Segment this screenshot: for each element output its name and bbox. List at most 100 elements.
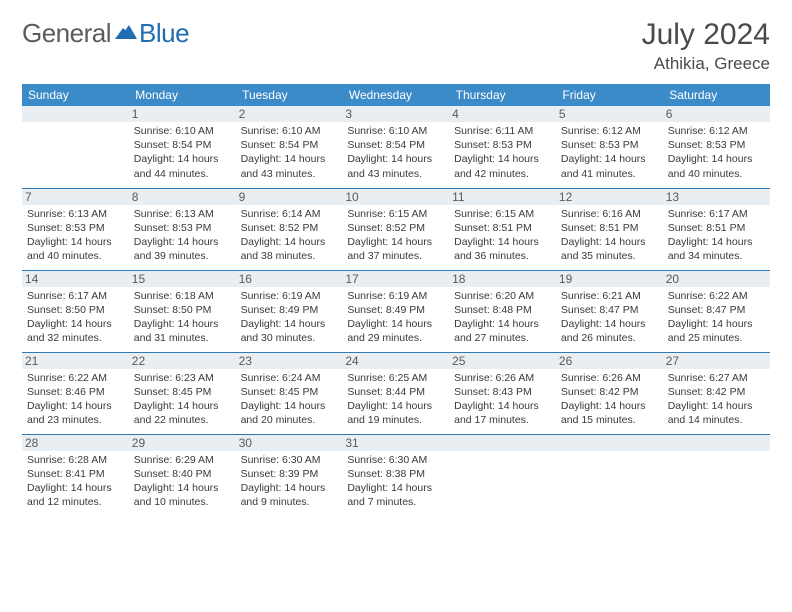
sunset-line: Sunset: 8:49 PM	[241, 303, 338, 317]
day-number: 11	[449, 189, 556, 205]
calendar-day-cell: 31Sunrise: 6:30 AMSunset: 8:38 PMDayligh…	[342, 434, 449, 516]
daylight-line: Daylight: 14 hours and 39 minutes.	[134, 235, 231, 263]
calendar-empty-cell	[449, 434, 556, 516]
calendar-empty-cell	[22, 106, 129, 188]
day-number: 5	[556, 106, 663, 122]
calendar-day-cell: 27Sunrise: 6:27 AMSunset: 8:42 PMDayligh…	[663, 352, 770, 434]
sunrise-line: Sunrise: 6:13 AM	[27, 207, 124, 221]
day-number: 23	[236, 353, 343, 369]
daylight-line: Daylight: 14 hours and 31 minutes.	[134, 317, 231, 345]
sunrise-line: Sunrise: 6:12 AM	[561, 124, 658, 138]
day-details: Sunrise: 6:15 AMSunset: 8:52 PMDaylight:…	[347, 207, 444, 264]
calendar-day-cell: 25Sunrise: 6:26 AMSunset: 8:43 PMDayligh…	[449, 352, 556, 434]
sunrise-line: Sunrise: 6:26 AM	[454, 371, 551, 385]
daylight-line: Daylight: 14 hours and 43 minutes.	[241, 152, 338, 180]
day-details: Sunrise: 6:24 AMSunset: 8:45 PMDaylight:…	[241, 371, 338, 428]
sunrise-line: Sunrise: 6:26 AM	[561, 371, 658, 385]
calendar-day-cell: 18Sunrise: 6:20 AMSunset: 8:48 PMDayligh…	[449, 270, 556, 352]
day-details: Sunrise: 6:12 AMSunset: 8:53 PMDaylight:…	[561, 124, 658, 181]
day-number: 18	[449, 271, 556, 287]
sunset-line: Sunset: 8:50 PM	[134, 303, 231, 317]
calendar-day-cell: 10Sunrise: 6:15 AMSunset: 8:52 PMDayligh…	[342, 188, 449, 270]
day-details: Sunrise: 6:13 AMSunset: 8:53 PMDaylight:…	[27, 207, 124, 264]
sunset-line: Sunset: 8:52 PM	[241, 221, 338, 235]
calendar-day-cell: 12 Sunrise: 6:16 AMSunset: 8:51 PMDayligh…	[556, 188, 663, 270]
calendar-day-cell: 16Sunrise: 6:19 AMSunset: 8:49 PMDayligh…	[236, 270, 343, 352]
calendar-day-cell: 8Sunrise: 6:13 AMSunset: 8:53 PMDaylight…	[129, 188, 236, 270]
day-number: 8	[129, 189, 236, 205]
sunset-line: Sunset: 8:42 PM	[561, 385, 658, 399]
day-number: 15	[129, 271, 236, 287]
day-number: 4	[449, 106, 556, 122]
daylight-line: Daylight: 14 hours and 35 minutes.	[561, 235, 658, 263]
sunrise-line: Sunrise: 6:18 AM	[134, 289, 231, 303]
day-number: 13	[663, 189, 770, 205]
day-number: 21	[22, 353, 129, 369]
sunset-line: Sunset: 8:38 PM	[347, 467, 444, 481]
day-details: Sunrise: 6:30 AMSunset: 8:38 PMDaylight:…	[347, 453, 444, 510]
day-details: Sunrise: 6:14 AMSunset: 8:52 PMDaylight:…	[241, 207, 338, 264]
sunset-line: Sunset: 8:40 PM	[134, 467, 231, 481]
sunset-line: Sunset: 8:39 PM	[241, 467, 338, 481]
location-label: Athikia, Greece	[642, 54, 770, 74]
day-number: 22	[129, 353, 236, 369]
day-number: 12	[556, 189, 663, 205]
brand-text-1: General	[22, 18, 111, 49]
calendar-day-cell: 9Sunrise: 6:14 AMSunset: 8:52 PMDaylight…	[236, 188, 343, 270]
calendar-day-cell: 28Sunrise: 6:28 AMSunset: 8:41 PMDayligh…	[22, 434, 129, 516]
day-number: 19	[556, 271, 663, 287]
page-title: July 2024	[642, 18, 770, 52]
sunset-line: Sunset: 8:53 PM	[668, 138, 765, 152]
calendar-day-cell: 2 Sunrise: 6:10 AMSunset: 8:54 PMDaylight…	[236, 106, 343, 188]
daylight-line: Daylight: 14 hours and 27 minutes.	[454, 317, 551, 345]
day-number: 2	[236, 106, 343, 122]
day-number: 6	[663, 106, 770, 122]
sunrise-line: Sunrise: 6:19 AM	[347, 289, 444, 303]
daylight-line: Daylight: 14 hours and 36 minutes.	[454, 235, 551, 263]
calendar-day-cell: 7Sunrise: 6:13 AMSunset: 8:53 PMDaylight…	[22, 188, 129, 270]
calendar-day-cell: 15 Sunrise: 6:18 AMSunset: 8:50 PMDayligh…	[129, 270, 236, 352]
day-details: Sunrise: 6:30 AMSunset: 8:39 PMDaylight:…	[241, 453, 338, 510]
calendar-week-row: 21 Sunrise: 6:22 AMSunset: 8:46 PMDayligh…	[22, 352, 770, 434]
empty-daynum-bg	[663, 435, 770, 451]
calendar-day-cell: 29Sunrise: 6:29 AMSunset: 8:40 PMDayligh…	[129, 434, 236, 516]
day-number: 3	[342, 106, 449, 122]
sunset-line: Sunset: 8:46 PM	[27, 385, 124, 399]
brand-text-2: Blue	[139, 18, 189, 49]
sunrise-line: Sunrise: 6:15 AM	[347, 207, 444, 221]
sunrise-line: Sunrise: 6:23 AM	[134, 371, 231, 385]
sunrise-line: Sunrise: 6:20 AM	[454, 289, 551, 303]
flag-icon	[115, 21, 137, 46]
daylight-line: Daylight: 14 hours and 37 minutes.	[347, 235, 444, 263]
calendar-day-cell: 3Sunrise: 6:10 AMSunset: 8:54 PMDaylight…	[342, 106, 449, 188]
sunset-line: Sunset: 8:53 PM	[561, 138, 658, 152]
day-header: Wednesday	[342, 84, 449, 106]
day-details: Sunrise: 6:15 AMSunset: 8:51 PMDaylight:…	[454, 207, 551, 264]
sunrise-line: Sunrise: 6:21 AM	[561, 289, 658, 303]
daylight-line: Daylight: 14 hours and 20 minutes.	[241, 399, 338, 427]
sunrise-line: Sunrise: 6:28 AM	[27, 453, 124, 467]
calendar-day-cell: 23 Sunrise: 6:24 AMSunset: 8:45 PMDayligh…	[236, 352, 343, 434]
day-number: 17	[342, 271, 449, 287]
day-details: Sunrise: 6:11 AMSunset: 8:53 PMDaylight:…	[454, 124, 551, 181]
day-details: Sunrise: 6:25 AMSunset: 8:44 PMDaylight:…	[347, 371, 444, 428]
daylight-line: Daylight: 14 hours and 32 minutes.	[27, 317, 124, 345]
sunrise-line: Sunrise: 6:30 AM	[347, 453, 444, 467]
sunset-line: Sunset: 8:53 PM	[134, 221, 231, 235]
day-header: Saturday	[663, 84, 770, 106]
sunset-line: Sunset: 8:54 PM	[134, 138, 231, 152]
day-number: 1	[129, 106, 236, 122]
calendar-day-cell: 14Sunrise: 6:17 AMSunset: 8:50 PMDayligh…	[22, 270, 129, 352]
day-details: Sunrise: 6:16 AMSunset: 8:51 PMDaylight:…	[561, 207, 658, 264]
sunrise-line: Sunrise: 6:24 AM	[241, 371, 338, 385]
day-number: 16	[236, 271, 343, 287]
calendar-table: SundayMondayTuesdayWednesdayThursdayFrid…	[22, 84, 770, 516]
sunrise-line: Sunrise: 6:29 AM	[134, 453, 231, 467]
day-details: Sunrise: 6:29 AMSunset: 8:40 PMDaylight:…	[134, 453, 231, 510]
sunset-line: Sunset: 8:45 PM	[134, 385, 231, 399]
title-block: July 2024 Athikia, Greece	[642, 18, 770, 74]
daylight-line: Daylight: 14 hours and 10 minutes.	[134, 481, 231, 509]
day-details: Sunrise: 6:22 AMSunset: 8:46 PMDaylight:…	[27, 371, 124, 428]
day-details: Sunrise: 6:10 AMSunset: 8:54 PMDaylight:…	[241, 124, 338, 181]
day-number: 26	[556, 353, 663, 369]
